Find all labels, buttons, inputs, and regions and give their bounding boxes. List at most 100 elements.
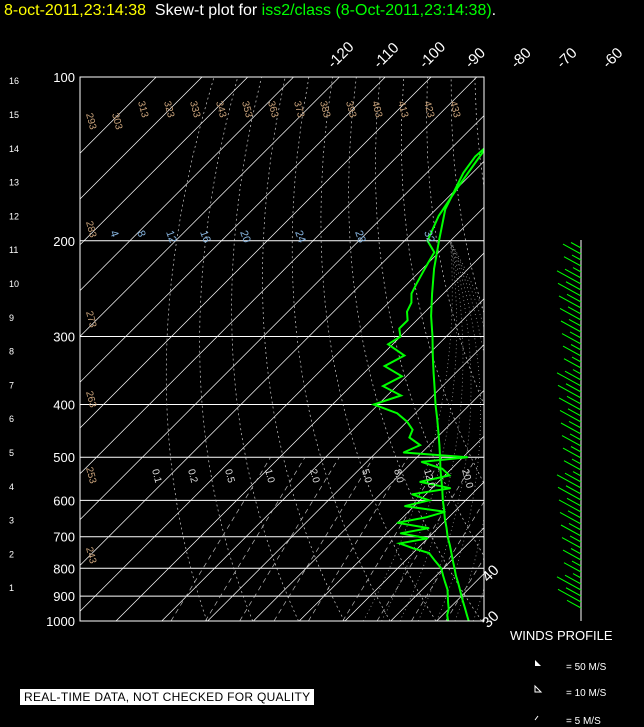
wind-key-5: = 5 M/S <box>566 716 601 727</box>
isotherm <box>298 435 484 621</box>
wind-barb <box>566 497 582 507</box>
dewpoint-point <box>400 394 402 397</box>
dry-adiabat-label: 263 <box>83 390 98 409</box>
dewpoint-point <box>406 319 409 322</box>
dry-adiabat-label: 413 <box>395 100 410 119</box>
dry-adiabat-label: 403 <box>369 100 384 119</box>
dewpoint-point <box>446 588 449 591</box>
dry-adiabat-label: 383 <box>317 100 332 119</box>
temperature-point <box>453 567 456 570</box>
mixing-ratio-label: 1.0 <box>262 468 276 485</box>
dewpoint-point <box>434 560 436 562</box>
wind-barb <box>568 420 582 429</box>
wind-barb <box>563 358 582 369</box>
dry-adiabat-label: 283 <box>83 220 98 239</box>
wind-barb <box>571 458 582 465</box>
dry-adiabat <box>499 77 644 621</box>
top-temp-label: -70 <box>553 44 580 71</box>
wind-barb <box>571 560 582 567</box>
isotherm <box>80 160 484 566</box>
temperature-point <box>433 388 436 391</box>
dewpoint-point <box>410 292 413 295</box>
dewpoint-point <box>478 155 481 158</box>
dewpoint-point <box>399 532 402 535</box>
wind-barb <box>570 548 582 555</box>
dry-adiabat-label: 323 <box>161 100 176 119</box>
mixing-ratio-line <box>273 457 374 621</box>
temperature-point <box>433 267 435 270</box>
height-km-label: 11 <box>9 245 18 255</box>
wind-key-50-glyph <box>535 660 541 666</box>
mixing-ratio-line <box>376 457 477 621</box>
moist-adiabat-label: 4 <box>107 229 120 239</box>
height-km-label: 10 <box>9 279 19 289</box>
pressure-label: 100 <box>53 70 75 85</box>
moist-adiabat <box>399 240 464 621</box>
dewpoint-point <box>396 412 398 415</box>
temperature-point <box>586 76 588 78</box>
isotherm <box>482 618 484 621</box>
top-temp-label: -90 <box>462 44 489 71</box>
dry-adiabat-label: 333 <box>187 100 202 119</box>
wind-barb <box>569 535 582 543</box>
mixing-ratio-line <box>308 457 409 621</box>
dewpoint-point <box>449 487 452 490</box>
wind-barb <box>560 524 582 537</box>
temperature-point <box>554 99 556 101</box>
dewpoint-point <box>456 187 459 189</box>
dry-adiabat <box>450 77 484 314</box>
temperature-point <box>446 535 449 538</box>
dry-adiabat-label: 243 <box>83 546 98 565</box>
dry-adiabat-label: 353 <box>239 100 254 119</box>
mixing-ratio-label: 12.0 <box>421 468 437 490</box>
dewpoint-point <box>387 343 389 346</box>
moist-adiabat <box>450 240 484 314</box>
mixing-ratio-label: 8.0 <box>391 468 405 485</box>
right-temp-label: 40 <box>479 562 503 586</box>
dry-adiabat-label: 293 <box>83 112 98 131</box>
dewpoint-point <box>411 493 413 496</box>
moist-adiabat <box>436 240 481 621</box>
dewpoint-point <box>441 468 444 470</box>
dewpoint-point <box>398 542 401 545</box>
wind-barb <box>566 599 582 609</box>
dewpoint-point <box>419 444 421 446</box>
wind-barb <box>569 433 582 441</box>
mixing-ratio-label: 5.0 <box>359 468 373 485</box>
dry-adiabat-label: 273 <box>83 310 98 329</box>
isotherm <box>574 77 644 621</box>
dewpoint-point <box>408 436 411 439</box>
height-km-label: 13 <box>9 178 19 188</box>
mixing-ratio-label: 0.1 <box>149 468 163 485</box>
dewpoint-point <box>545 76 547 78</box>
isotherm <box>161 298 484 621</box>
temperature-point <box>443 509 445 511</box>
wind-barb <box>563 256 582 267</box>
temperature-point <box>445 527 448 529</box>
wind-barb <box>559 308 582 321</box>
moist-adiabat-label: 32 <box>421 229 436 245</box>
dewpoint-point <box>444 511 446 513</box>
temperature-point <box>434 403 437 406</box>
right-temp-label: 30 <box>479 608 503 632</box>
temperature-point <box>457 581 459 584</box>
height-km-label: 9 <box>9 313 14 323</box>
mixing-ratio-label: 20.0 <box>459 468 475 490</box>
dewpoint-point <box>428 499 430 502</box>
wind-barb <box>562 447 582 459</box>
height-km-label: 15 <box>9 110 19 120</box>
dewpoint-point <box>420 461 423 463</box>
temperature-point <box>431 292 433 295</box>
dry-adiabat-label: 303 <box>109 112 124 131</box>
temperature-point <box>440 479 443 481</box>
temperature-point <box>442 499 444 502</box>
wind-barb <box>562 345 582 357</box>
plot-area <box>80 76 644 621</box>
wind-barb <box>567 408 582 417</box>
mixing-ratio-line <box>205 457 306 621</box>
dry-adiabat-label: 343 <box>213 100 228 119</box>
isotherm <box>390 527 484 621</box>
isotherm <box>80 77 203 200</box>
dewpoint-point <box>426 240 429 242</box>
